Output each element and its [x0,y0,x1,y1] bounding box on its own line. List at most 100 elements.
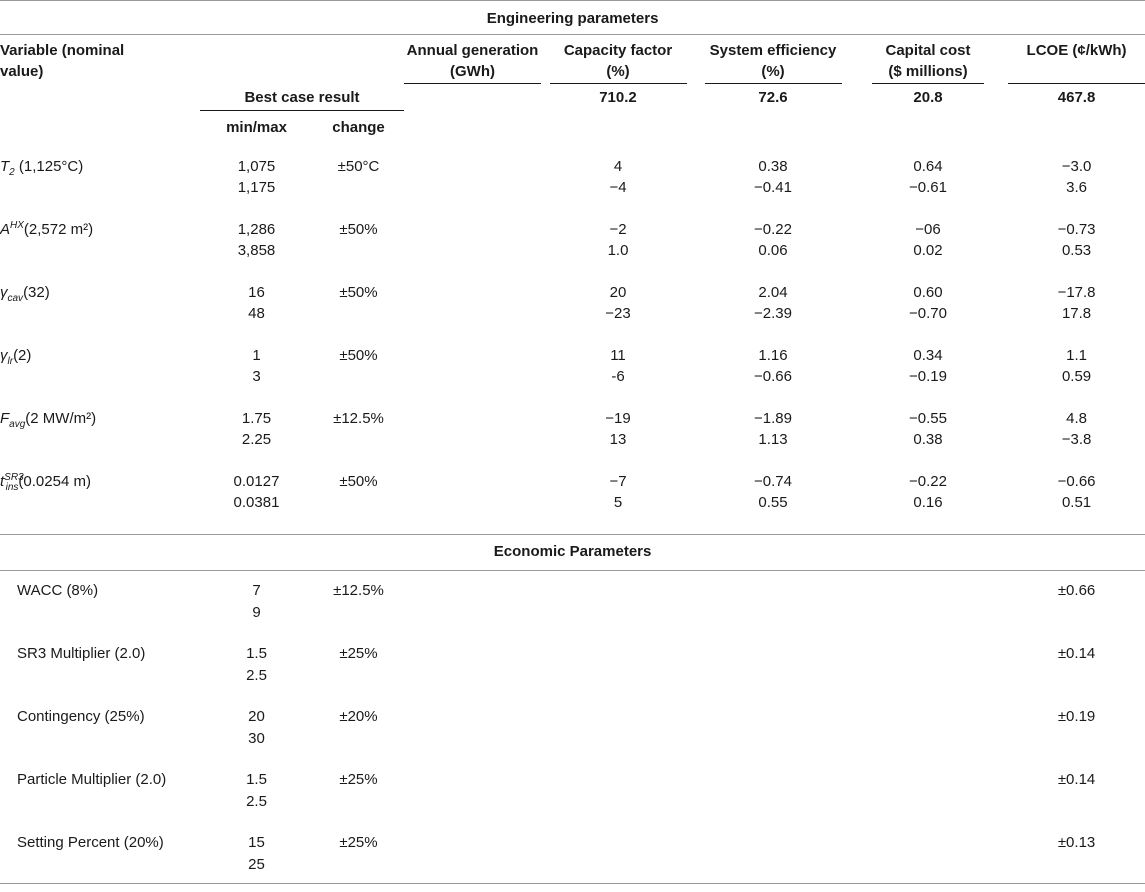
change-value: ±25% [339,771,378,788]
economic-label: Setting Percent (20%) [0,832,200,884]
generation-value-max: −4 [609,179,627,196]
capacity-factor-value-max: −2.39 [754,305,792,322]
min-value: 1.5 [246,771,267,788]
efficiency-value: −0.22 0.16 [848,471,1008,535]
change-value: ±50% [339,220,378,238]
efficiency-value-min: 0.34 [913,346,943,364]
capital-cost-value-min: −0.66 [1057,472,1096,490]
capital-cost-value-min: −17.8 [1057,283,1096,301]
variable-symbol: γ [0,346,8,364]
change-value: ±50% [339,472,378,490]
generation-value-min: −19 [605,409,631,427]
generation-value-max: −23 [605,305,631,322]
variable-label: T2 (1,125°C) [0,147,200,219]
generation-value: 20 −23 [538,282,698,345]
capital-cost-value-min: −0.73 [1057,220,1096,238]
max-value: 3 [252,368,261,385]
min-max-value: 15 25 [200,832,313,884]
nominal-value: (32) [23,283,50,301]
min-value: 1,286 [237,220,276,238]
change-value: ±50% [339,283,378,301]
capital-cost-value-min: 4.8 [1066,409,1087,427]
economic-row: Contingency (25%) 20 30 ±20% ±0.19 [0,706,1145,769]
economic-label: Particle Multiplier (2.0) [17,771,167,788]
min-max-value: 1.75 2.25 [200,408,313,471]
capital-cost-value-max: 0.59 [1061,368,1092,385]
capacity-factor-value: −0.74 0.55 [698,471,848,535]
efficiency-value: −0.55 0.38 [848,408,1008,471]
generation-value: −2 1.0 [538,219,698,282]
efficiency-value-max: −0.70 [909,305,947,322]
generation-value: 11 -6 [538,345,698,408]
change-header: change [332,119,385,136]
efficiency-value-max: 0.38 [913,431,943,448]
efficiency-value-max: 0.16 [913,494,943,511]
variable-label: γlr(2) [0,345,200,408]
capacity-factor-value: 1.16 −0.66 [698,345,848,408]
lcoe-value: ±0.14 [1057,771,1096,788]
max-value: 48 [248,305,265,322]
economic-row: SR3 Multiplier (2.0) 1.5 2.5 ±25% ±0.14 [0,643,1145,706]
nominal-value: (2,572 m²) [23,220,94,238]
economic-row: WACC (8%) 7 9 ±12.5% ±0.66 [0,571,1145,644]
efficiency-value-max: −0.19 [909,368,947,385]
economic-section-title: Economic Parameters [0,533,1145,571]
change-value: ±25% [313,832,404,884]
generation-value: −19 13 [538,408,698,471]
lcoe-value: ±0.14 [1057,645,1096,662]
best-capital-cost: 467.8 [1057,88,1096,106]
generation-value-max: 1.0 [607,242,629,259]
engineering-row: Favg(2 MW/m²) 1.75 2.25 ±12.5% −19 13 −1.89 1.1… [0,408,1145,471]
column-header-row: Variable (nominal value) Annual generatio… [0,33,1145,84]
best-case-label: Best case result [200,87,404,111]
efficiency-value-min: 0.64 [913,157,943,175]
capital-cost-value: 1.1 0.59 [1008,345,1145,408]
change-value: ±25% [339,645,378,662]
variable-subscript: lr [7,355,14,367]
variable-symbol: A [0,220,11,238]
variable-label: AHX(2,572 m²) [0,219,200,282]
nominal-value: (2) [13,346,32,364]
min-max-value: 16 48 [200,282,313,345]
min-max-value: 1,075 1,175 [200,147,313,219]
nominal-value: (1,125°C) [14,157,84,175]
best-capacity-factor: 72.6 [758,88,788,106]
efficiency-value: 0.64 −0.61 [848,147,1008,219]
efficiency-value-min: −0.55 [909,409,947,427]
generation-value: 4 −4 [538,147,698,219]
lcoe-header-label: LCOE (¢/kWh) [1008,40,1145,84]
engineering-section-row: Engineering parameters [0,0,1145,34]
generation-value-max: 13 [609,431,627,448]
engineering-row: γlr(2) 1 3 ±50% 11 -6 1.16 −0.66 0.34 −0.19 1.1 0.5… [0,345,1145,408]
generation-value-min: 4 [613,157,623,175]
economic-row: Setting Percent (20%) 15 25 ±25% ±0.13 [0,832,1145,884]
efficiency-value-min: −0.22 [909,472,947,490]
economic-label: WACC (8%) [17,582,99,599]
best-generation: 710.2 [599,88,637,106]
engineering-row: tSR3ins(0.0254 m) 0.0127 0.0381 ±50% −7 5 −0.7… [0,471,1145,535]
capacity-factor-value-max: −0.41 [754,179,792,196]
variable-superscript: HX [10,219,24,231]
engineering-row: AHX(2,572 m²) 1,286 3,858 ±50% −2 1.0 −0.22 0.0… [0,219,1145,282]
capacity-factor-value-max: 0.55 [758,494,788,511]
capacity-factor-value-min: 0.38 [758,157,788,175]
capital-cost-value: −3.0 3.6 [1008,147,1145,219]
min-value: 1 [252,346,261,364]
max-value: 9 [252,603,261,621]
variable-label: γcav(32) [0,282,200,345]
min-max-value: 1,286 3,858 [200,219,313,282]
annual-generation-header-label: Annual generation (GWh) [404,40,541,84]
capacity-factor-value-min: −0.22 [754,220,792,238]
min-value: 0.0127 [233,472,280,490]
economic-label: SR3 Multiplier (2.0) [17,645,146,662]
best-efficiency: 20.8 [913,88,943,106]
min-max-value: 20 30 [200,706,313,769]
change-value: ±50°C [337,157,380,175]
variable-superscript: SR3 [4,471,24,483]
generation-value-min: 11 [610,346,626,364]
max-value: 30 [248,729,265,747]
